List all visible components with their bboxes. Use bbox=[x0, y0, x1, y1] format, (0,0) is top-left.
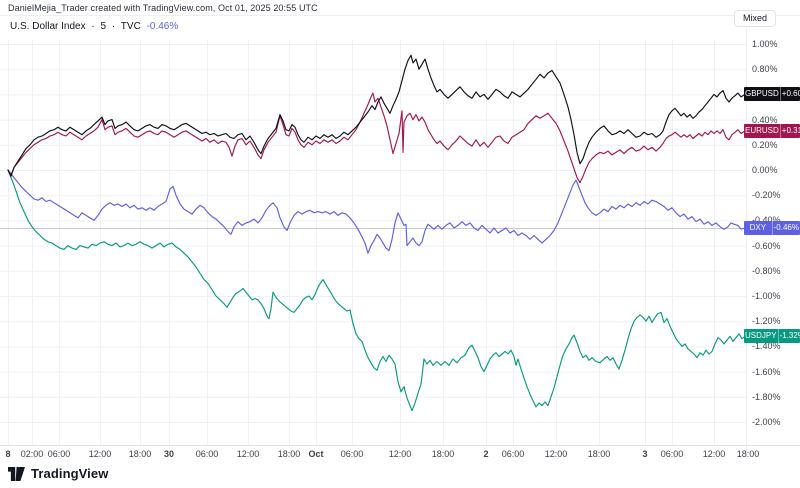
legend-separator-icon: · bbox=[91, 21, 95, 32]
interval-label[interactable]: 5 bbox=[100, 21, 107, 32]
series-path-gbpusd bbox=[7, 54, 746, 177]
symbol-legend: U.S. Dollar Index · 5 · TVC -0.46% bbox=[10, 21, 181, 32]
tradingview-logo-text: TradingView bbox=[31, 466, 109, 481]
symbol-title[interactable]: U.S. Dollar Index bbox=[10, 21, 86, 32]
series-path-dxy bbox=[7, 169, 746, 254]
change-percent: -0.46% bbox=[146, 21, 179, 32]
tradingview-logo[interactable]: TradingView bbox=[8, 466, 108, 481]
series-path-usdjpy bbox=[7, 169, 746, 412]
tradingview-logo-icon bbox=[8, 466, 25, 481]
attribution-bar: DanielMejia_Trader created with TradingV… bbox=[0, 0, 800, 16]
series-path-eurusd bbox=[7, 92, 746, 184]
footer-bar: TradingView bbox=[0, 460, 800, 488]
legend-separator-icon: · bbox=[111, 21, 116, 32]
exchange-label: TVC bbox=[120, 21, 141, 32]
market-status-badge: Mixed bbox=[733, 10, 776, 27]
attribution-text: DanielMejia_Trader created with TradingV… bbox=[8, 3, 318, 13]
